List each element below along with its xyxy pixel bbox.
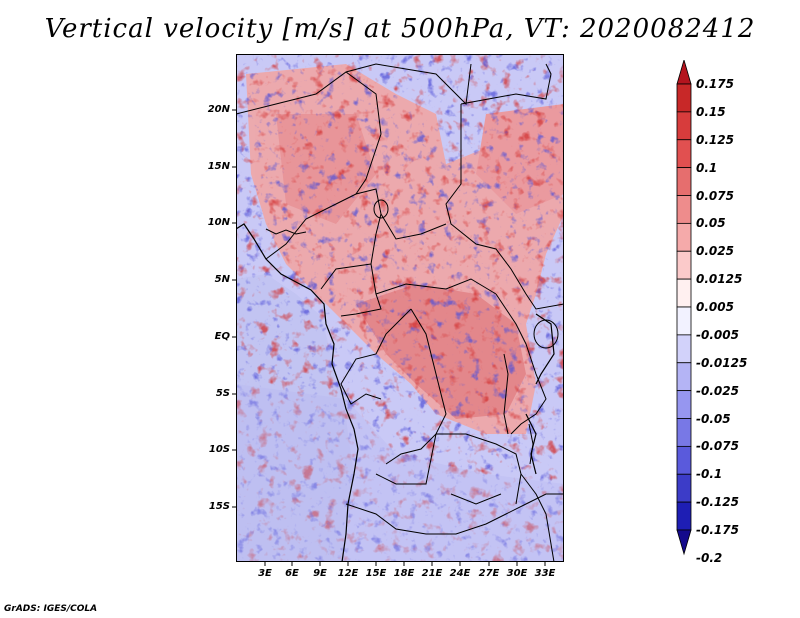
colorbar-swatch bbox=[676, 222, 692, 252]
colorbar-label: 0.025 bbox=[696, 244, 734, 259]
colorbar-swatch bbox=[676, 418, 692, 447]
y-tick-label: EQ bbox=[214, 331, 230, 342]
colorbar-label: 0.125 bbox=[696, 132, 734, 147]
colorbar-swatch bbox=[676, 390, 692, 419]
velocity-field-map bbox=[236, 54, 564, 562]
colorbar-label: 0.1 bbox=[696, 160, 718, 175]
colorbar-label: 0.175 bbox=[696, 77, 734, 91]
colorbar-label: -0.05 bbox=[696, 411, 731, 426]
x-tick-label: 9E bbox=[313, 568, 327, 579]
colorbar-label: 0.05 bbox=[696, 216, 726, 231]
x-tick-label: 24E bbox=[449, 568, 471, 579]
y-tick-label: 10N bbox=[207, 217, 230, 228]
colorbar-label: -0.025 bbox=[696, 383, 739, 398]
colorbar-label: -0.0125 bbox=[696, 355, 748, 370]
colorbar-swatch bbox=[676, 195, 692, 224]
colorbar-swatch bbox=[676, 501, 692, 531]
y-tick-label: 20N bbox=[207, 104, 230, 115]
x-tick-label: 3E bbox=[258, 568, 272, 579]
y-tick-label: 10S bbox=[208, 444, 230, 455]
colorbar-swatch bbox=[676, 278, 692, 308]
x-tick-label: 30E bbox=[506, 568, 528, 579]
x-tick-label: 33E bbox=[534, 568, 556, 579]
x-tick-label: 15E bbox=[365, 568, 387, 579]
grads-credit: GrADS: IGES/COLA bbox=[4, 604, 98, 614]
x-tick-label: 27E bbox=[478, 568, 500, 579]
y-tick-label: 5S bbox=[215, 388, 230, 399]
x-tick-label: 6E bbox=[285, 568, 299, 579]
x-tick-label: 18E bbox=[393, 568, 415, 579]
colorbar-swatch bbox=[676, 111, 692, 141]
colorbar-swatch bbox=[676, 445, 692, 475]
colorbar-label: -0.005 bbox=[696, 327, 739, 342]
colorbar-swatch bbox=[676, 139, 692, 169]
x-tick-label: 21E bbox=[421, 568, 443, 579]
colorbar-label: -0.075 bbox=[696, 439, 739, 454]
colorbar: 0.175 0.15 0.125 0.1 0.075 0.05 0.025 0.0125 0.0… bbox=[672, 60, 792, 565]
colorbar-swatch bbox=[676, 167, 692, 196]
map-frame bbox=[236, 54, 564, 562]
colorbar-label: 0.075 bbox=[696, 188, 734, 203]
lakes bbox=[373, 199, 559, 465]
colorbar-swatch bbox=[676, 306, 692, 336]
colorbar-swatch bbox=[676, 362, 692, 392]
colorbar-label: 0.15 bbox=[696, 104, 726, 119]
borders bbox=[236, 63, 564, 562]
colorbar-label: -0.175 bbox=[696, 523, 739, 537]
colorbar-label: -0.2 bbox=[696, 550, 723, 565]
colorbar-bottom-arrow bbox=[676, 529, 692, 556]
y-tick-label: 15S bbox=[208, 501, 230, 512]
map-panel bbox=[236, 54, 564, 562]
downdraft-speckle bbox=[236, 54, 564, 562]
y-tick-label: 15N bbox=[207, 161, 230, 172]
southern-band bbox=[236, 384, 564, 562]
colorbar-label: 0.005 bbox=[696, 300, 734, 314]
colorbar-swatch bbox=[676, 83, 692, 113]
colorbar-swatch bbox=[676, 334, 692, 364]
colorbar-swatch bbox=[676, 473, 692, 503]
colorbar-label: -0.1 bbox=[696, 467, 723, 482]
x-tick-label: 12E bbox=[337, 568, 359, 579]
colorbar-swatches bbox=[676, 60, 692, 556]
map-title: Vertical velocity [m/s] at 500hPa, VT: 2… bbox=[44, 14, 756, 44]
colorbar-swatch bbox=[676, 250, 692, 280]
colorbar-label: -0.125 bbox=[696, 495, 739, 510]
y-tick-label: 5N bbox=[214, 274, 230, 285]
colorbar-top-arrow bbox=[676, 60, 692, 85]
colorbar-label: 0.0125 bbox=[696, 272, 743, 287]
